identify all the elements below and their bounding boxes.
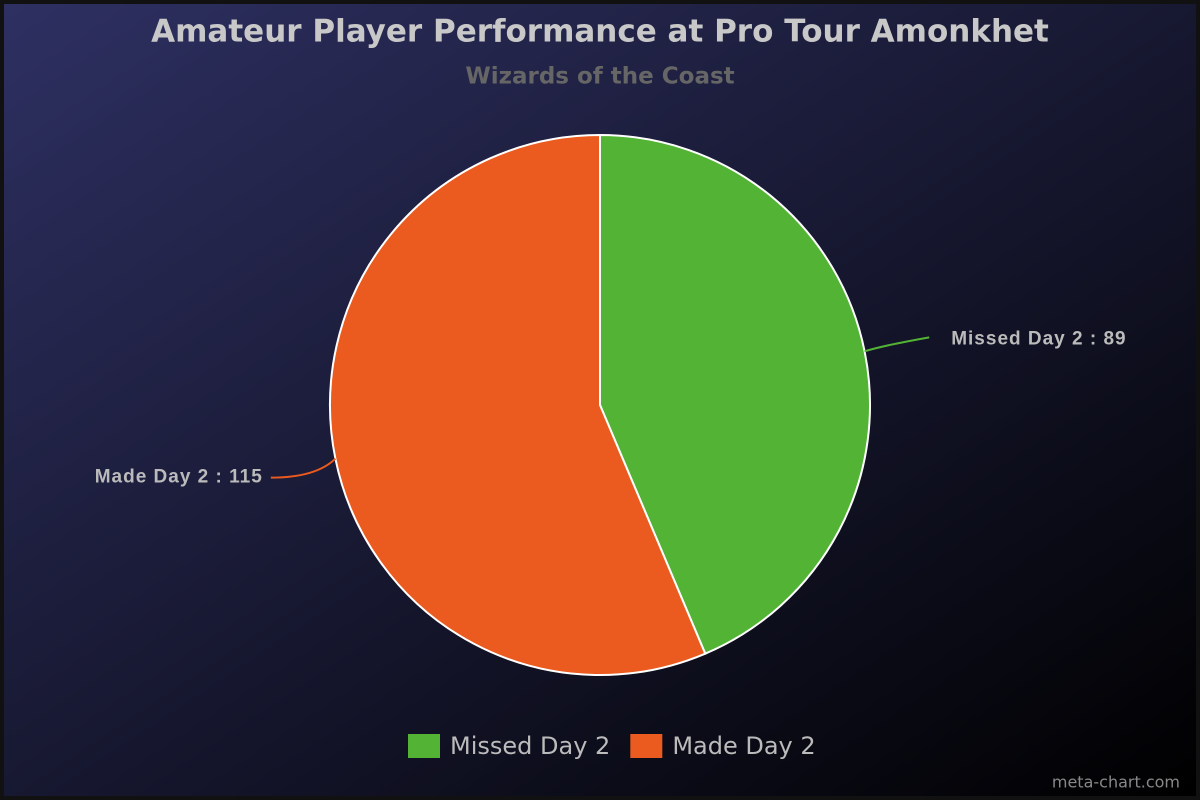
legend-label: Missed Day 2	[450, 732, 610, 760]
label-connector	[864, 336, 930, 353]
credit: meta-chart.com	[1052, 773, 1180, 792]
legend-swatch	[408, 734, 440, 758]
chart-subtitle: Wizards of the Coast	[465, 64, 734, 90]
data-label: Missed Day 2 : 89	[951, 328, 1126, 349]
legend-swatch	[630, 734, 663, 758]
data-label: Made Day 2 : 115	[95, 467, 263, 488]
legend-label: Made Day 2	[672, 732, 815, 760]
label-connector	[270, 457, 337, 479]
chart-title: Amateur Player Performance at Pro Tour A…	[151, 14, 1049, 50]
pie-slice	[599, 133, 871, 655]
